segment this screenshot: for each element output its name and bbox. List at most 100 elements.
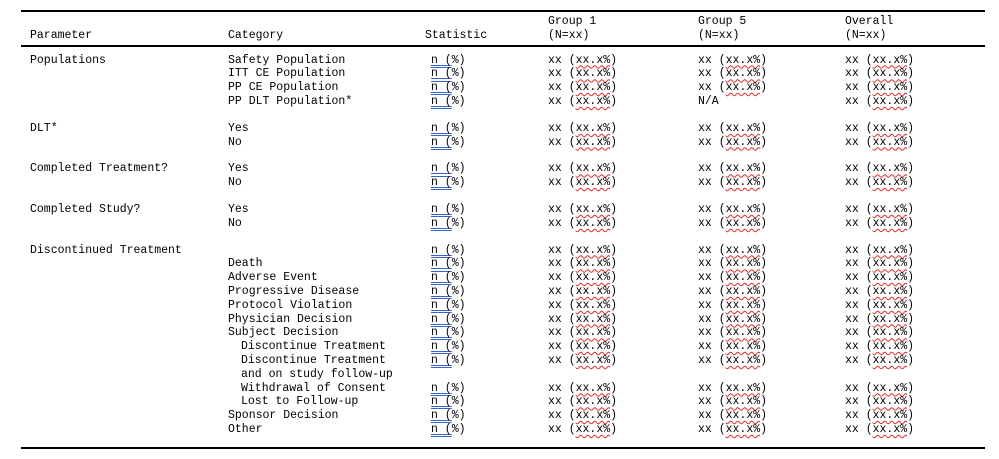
value-cell-group5: xx (xx.x%) <box>698 312 768 326</box>
value-cell-overall: xx (xx.x%) <box>845 326 915 340</box>
value-cell-group5: xx (xx.x%) <box>698 53 768 67</box>
statistic-cell: n (%) <box>431 67 466 81</box>
value-cell-group5: xx (xx.x%) <box>698 271 768 285</box>
table-row: Protocol Violation n (%) xx (xx.x%) xx (xx.… <box>30 299 985 313</box>
value-cell-overall: xx (xx.x%) <box>845 257 915 271</box>
table-row: PP DLT Population* n (%) xx (xx.x%) N/A xx (… <box>30 95 985 109</box>
parameter-cell <box>30 136 228 150</box>
value-cell-overall: xx (xx.x%) <box>845 176 915 190</box>
value-cell-overall: xx (xx.x%) <box>845 81 915 95</box>
value-cell-overall: xx (xx.x%) <box>845 422 915 436</box>
category-cell: Safety Population <box>228 53 346 67</box>
value-cell-group1: xx (xx.x%) <box>548 326 618 340</box>
grammar-flagged-text: n ( <box>431 202 452 216</box>
value-cell-group1: xx (xx.x%) <box>548 81 618 95</box>
spellcheck-flagged-text: xx.x% <box>725 284 761 298</box>
parameter-cell <box>30 285 228 299</box>
spellcheck-flagged-text: xx.x% <box>725 67 761 81</box>
parameter-cell <box>30 67 228 81</box>
parameter-cell <box>30 423 228 437</box>
spellcheck-flagged-text: xx.x% <box>725 409 761 423</box>
value-cell-group1: xx (xx.x%) <box>548 298 618 312</box>
spellcheck-flagged-text: xx.x% <box>725 121 761 135</box>
spellcheck-flagged-text: xx.x% <box>725 422 761 436</box>
parameter-cell <box>30 395 228 409</box>
table-row: and on study follow-up <box>30 368 985 382</box>
category-cell: No <box>228 216 242 230</box>
category-cell: No <box>228 176 242 190</box>
table-row: Completed Study? Yes n (%) xx (xx.x%) xx (xx… <box>30 203 985 217</box>
value-cell-group5: xx (xx.x%) <box>698 353 768 367</box>
column-header-group5-n: (N=xx) <box>698 28 740 42</box>
value-cell-overall: xx (xx.x%) <box>845 53 915 67</box>
table-row: Withdrawal of Consent n (%) xx (xx.x%) xx (… <box>30 382 985 396</box>
spellcheck-flagged-text: xx.x% <box>575 422 611 436</box>
grammar-flagged-text: n ( <box>431 284 452 298</box>
category-cell: Yes <box>228 121 249 135</box>
table-row: No n (%) xx (xx.x%) xx (xx.x%) xx (xx.x%) <box>30 217 985 231</box>
column-header-overall: Overall (N=xx) <box>845 15 985 43</box>
statistic-cell: n (%) <box>431 353 466 367</box>
spellcheck-flagged-text: xx.x% <box>872 340 908 354</box>
value-cell-group1: xx (xx.x%) <box>548 340 618 354</box>
section-spacer <box>30 149 985 162</box>
statistic-cell <box>425 368 548 382</box>
parameter-cell <box>30 340 228 354</box>
spellcheck-flagged-text: xx.x% <box>725 340 761 354</box>
spellcheck-flagged-text: xx.x% <box>872 326 908 340</box>
column-header-category-label: Category <box>228 28 284 42</box>
statistic-cell: n (%) <box>431 257 466 271</box>
table-row: ITT CE Population n (%) xx (xx.x%) xx (xx.x… <box>30 67 985 81</box>
value-cell-group1: xx (xx.x%) <box>548 53 618 67</box>
value-cell-group5: xx (xx.x%) <box>698 326 768 340</box>
spellcheck-flagged-text: xx.x% <box>872 312 908 326</box>
parameter-cell: Completed Treatment? <box>30 162 169 176</box>
value-cell-group5: xx (xx.x%) <box>698 67 768 81</box>
spellcheck-flagged-text: xx.x% <box>575 298 611 312</box>
spellcheck-flagged-text: xx.x% <box>575 353 611 367</box>
parameter-cell <box>30 257 228 271</box>
statistic-cell: n (%) <box>431 409 466 423</box>
value-cell-group1: xx (xx.x%) <box>548 409 618 423</box>
column-header-statistic-label: Statistic <box>425 28 488 42</box>
statistic-cell: n (%) <box>431 94 466 108</box>
spellcheck-flagged-text: xx.x% <box>575 326 611 340</box>
spellcheck-flagged-text: xx.x% <box>575 202 611 216</box>
grammar-flagged-text: n ( <box>431 353 452 367</box>
parameter-cell: DLT* <box>30 121 58 135</box>
value-cell-group1: xx (xx.x%) <box>548 162 618 176</box>
table-row: Adverse Event n (%) xx (xx.x%) xx (xx.x%) xx… <box>30 271 985 285</box>
table-row: No n (%) xx (xx.x%) xx (xx.x%) xx (xx.x%) <box>30 136 985 150</box>
value-cell-overall: xx (xx.x%) <box>845 216 915 230</box>
spellcheck-flagged-text: xx.x% <box>725 135 761 149</box>
spellcheck-flagged-text: xx.x% <box>872 353 908 367</box>
spellcheck-flagged-text: xx.x% <box>872 121 908 135</box>
value-cell-group5: xx (xx.x%) <box>698 381 768 395</box>
value-cell-group5: xx (xx.x%) <box>698 81 768 95</box>
table-body: Populations Safety Population n (%) xx (xx.… <box>21 47 985 449</box>
value-cell-group1: xx (xx.x%) <box>548 422 618 436</box>
value-cell-group5: xx (xx.x%) <box>698 298 768 312</box>
value-cell-overall: xx (xx.x%) <box>845 312 915 326</box>
category-cell: Yes <box>228 202 249 216</box>
spellcheck-flagged-text: xx.x% <box>872 409 908 423</box>
parameter-cell: Populations <box>30 53 106 67</box>
grammar-flagged-text: n ( <box>431 121 452 135</box>
spellcheck-flagged-text: xx.x% <box>725 216 761 230</box>
value-cell-group1: xx (xx.x%) <box>548 353 618 367</box>
table-row: Death n (%) xx (xx.x%) xx (xx.x%) xx (xx.x%) <box>30 257 985 271</box>
parameter-cell: Discontinued Treatment <box>30 243 182 257</box>
value-cell-group5: xx (xx.x%) <box>698 202 768 216</box>
statistic-cell: n (%) <box>431 271 466 285</box>
value-cell-overall: xx (xx.x%) <box>845 409 915 423</box>
column-header-category: Category <box>228 15 425 43</box>
statistic-cell: n (%) <box>431 202 466 216</box>
statistic-cell: n (%) <box>431 243 466 257</box>
grammar-flagged-text: n ( <box>431 340 452 354</box>
spellcheck-flagged-text: xx.x% <box>872 298 908 312</box>
statistic-cell: n (%) <box>431 121 466 135</box>
value-cell-group5: xx (xx.x%) <box>698 135 768 149</box>
table-row: Progressive Disease n (%) xx (xx.x%) xx (xx… <box>30 285 985 299</box>
category-cell: Physician Decision <box>228 312 353 326</box>
category-cell: Discontinue Treatment <box>241 353 386 367</box>
